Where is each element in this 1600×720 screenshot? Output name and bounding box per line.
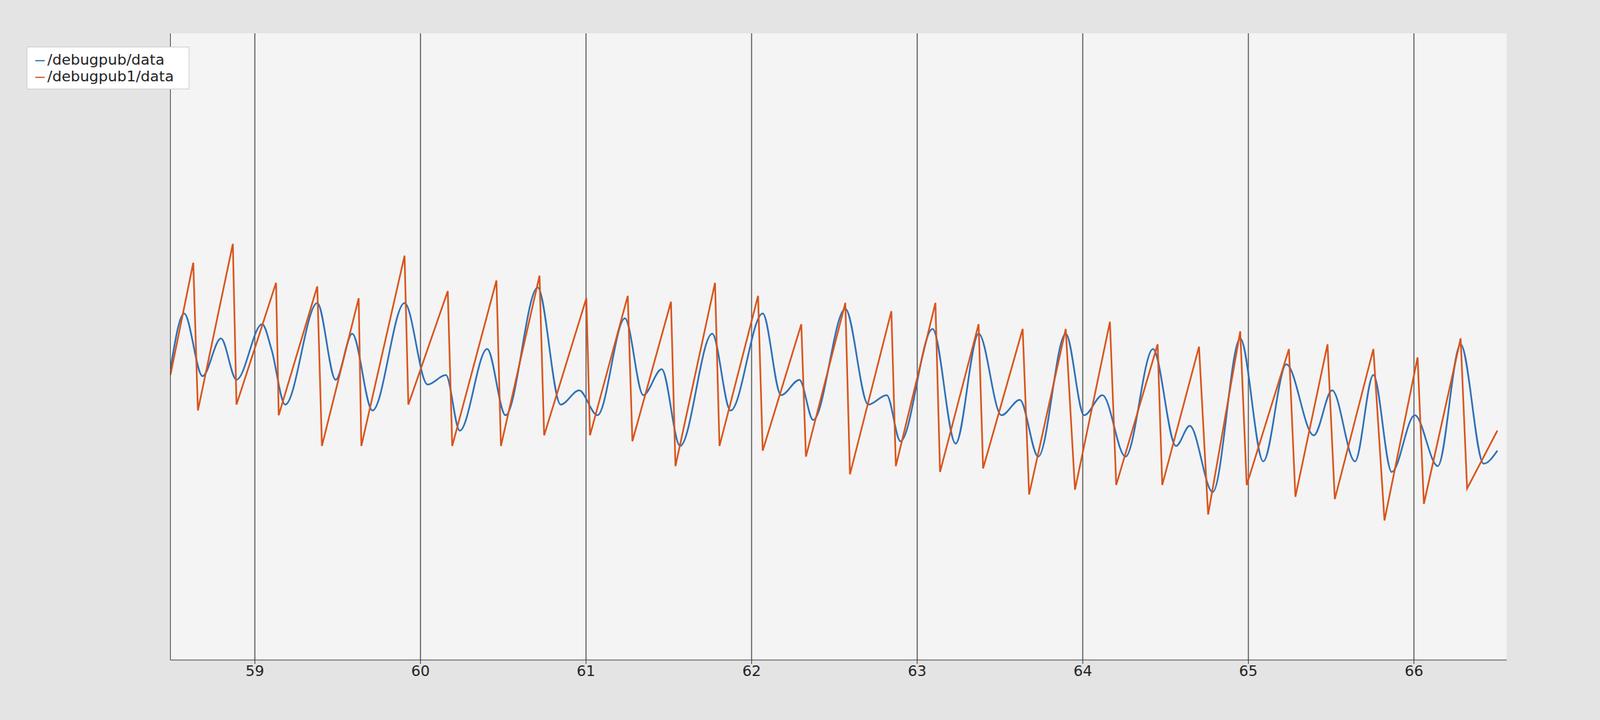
svg-text:62: 62 bbox=[742, 662, 761, 680]
html-text:/debugpub/data: /debugpub/data bbox=[47, 51, 165, 68]
svg-text:64: 64 bbox=[1073, 662, 1092, 680]
svg-text:63: 63 bbox=[908, 662, 927, 680]
svg-text:61: 61 bbox=[576, 662, 596, 680]
html-text:/debugpub1/data: /debugpub1/data bbox=[47, 68, 174, 85]
svg-text:65: 65 bbox=[1239, 662, 1258, 680]
svg-text:66: 66 bbox=[1404, 662, 1424, 680]
svg-text:59: 59 bbox=[245, 662, 264, 680]
svg-text:60: 60 bbox=[411, 662, 430, 680]
